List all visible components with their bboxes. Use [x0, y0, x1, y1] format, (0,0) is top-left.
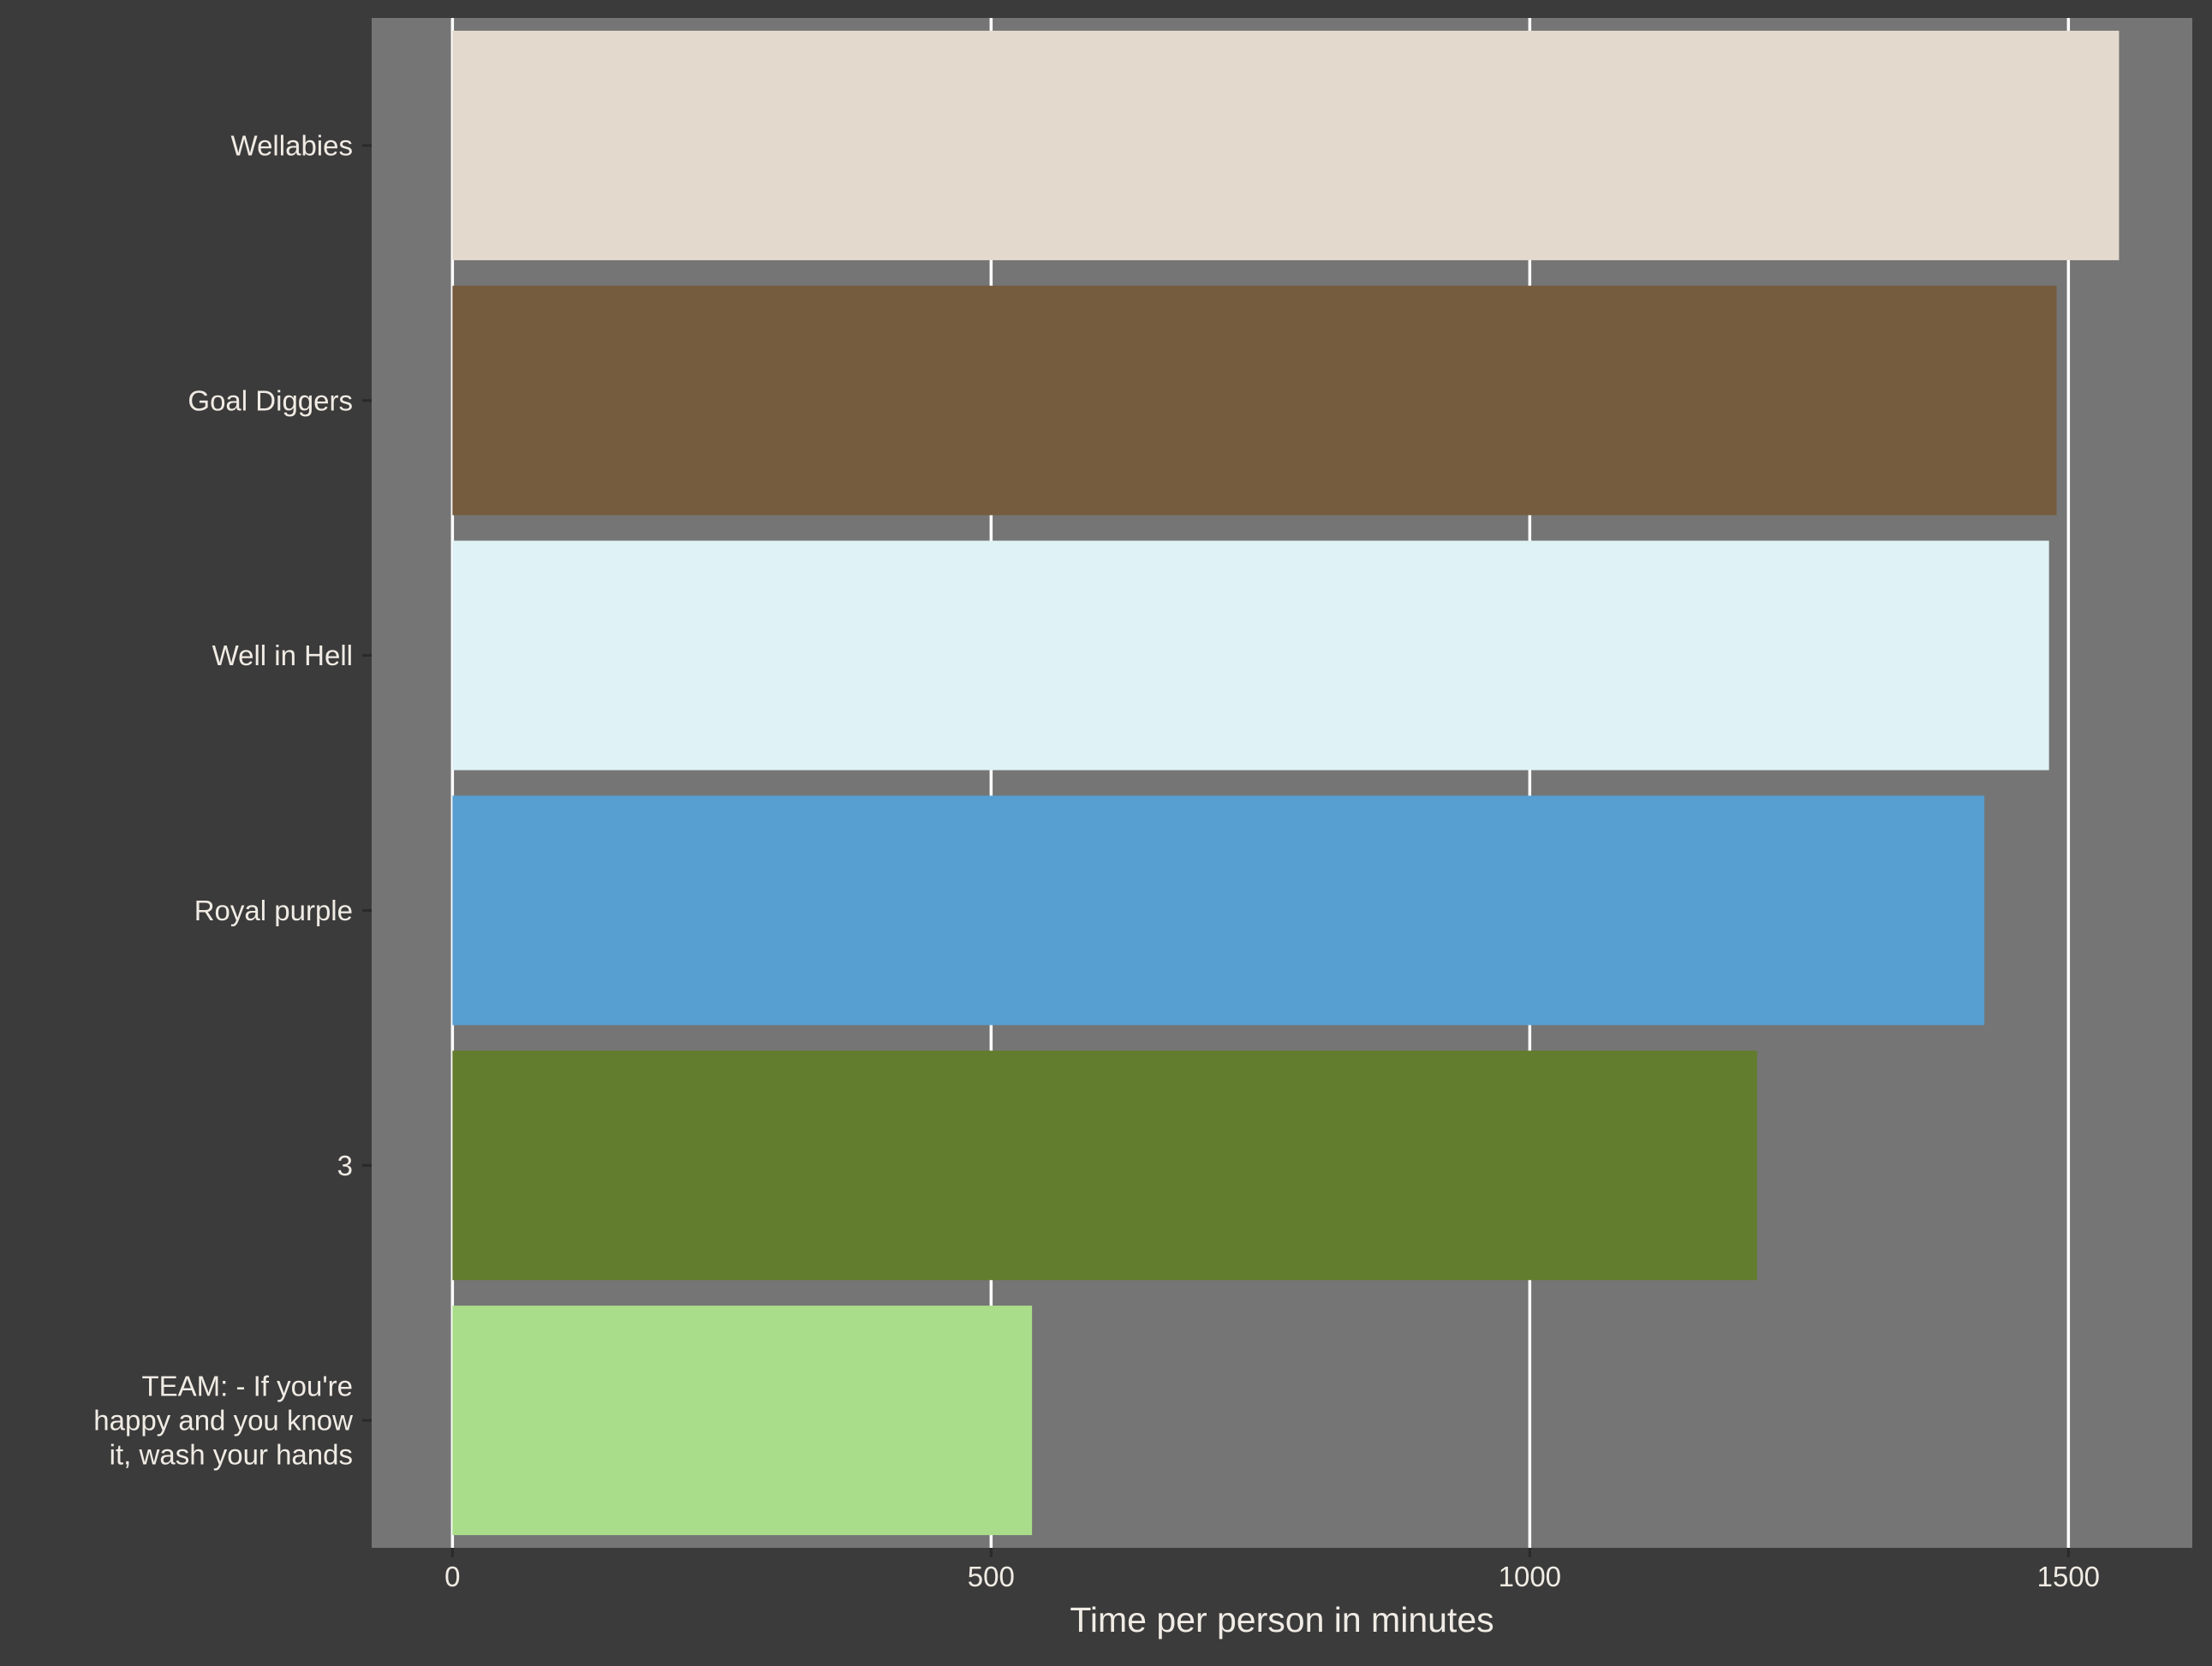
y-axis: Wellabies Goal Diggers Well in Hell Royal p… — [93, 129, 372, 1471]
y-tick-label-5-line-2: it, wash your hands — [110, 1439, 353, 1471]
y-tick-label-3: Royal purple — [194, 895, 353, 926]
bar-0 — [452, 30, 2120, 260]
y-tick-label-2: Well in Hell — [212, 640, 353, 671]
bar-5 — [452, 1306, 1033, 1536]
y-tick-label-1: Goal Diggers — [188, 384, 353, 416]
bar-4 — [452, 1050, 1757, 1281]
y-tick-label-5-line-0: TEAM: - If you're — [141, 1371, 353, 1402]
y-tick-label-4: 3 — [337, 1150, 353, 1181]
x-axis-title: Time per person in minutes — [1070, 1600, 1494, 1639]
gridlines — [450, 18, 2071, 1548]
bar-3 — [452, 795, 1985, 1026]
x-tick-label-500: 500 — [968, 1561, 1015, 1592]
plot-panel — [372, 18, 2192, 1548]
x-axis: 0 500 1000 1500 — [444, 1548, 2100, 1592]
x-tick-label-1000: 1000 — [1499, 1561, 1561, 1592]
y-tick-label-5-line-1: happy and you know — [93, 1405, 353, 1437]
x-tick-label-1500: 1500 — [2037, 1561, 2100, 1592]
x-tick-label-0: 0 — [444, 1561, 460, 1592]
bar-1 — [452, 285, 2057, 515]
y-tick-label-0: Wellabies — [231, 129, 353, 161]
bar-2 — [452, 540, 2049, 771]
bars — [452, 30, 2120, 1536]
